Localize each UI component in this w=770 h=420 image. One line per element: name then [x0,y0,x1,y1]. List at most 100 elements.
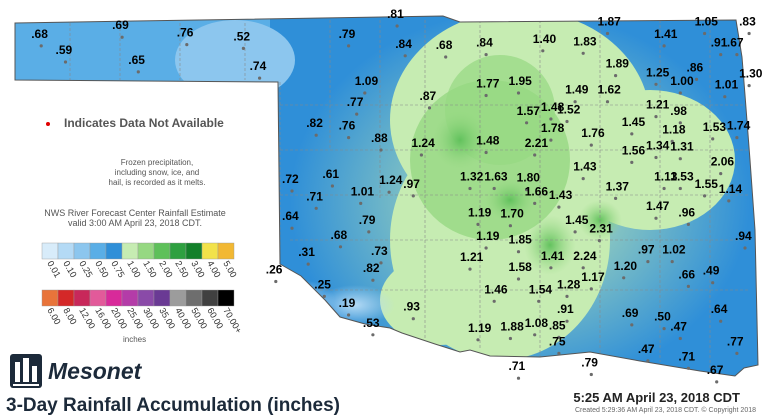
station-marker [711,137,715,141]
station-value: 1.56 [622,143,646,157]
station-value: 1.45 [622,115,646,129]
legend-swatch [153,289,171,307]
station-marker [605,100,610,104]
station-value: 1.89 [606,57,630,71]
station-marker [533,201,537,205]
station-value: .87 [420,89,437,103]
mesonet-brand: Mesonet [48,358,142,384]
mesonet-logo-icon [10,354,42,388]
station-marker [719,319,723,323]
station-value: 1.19 [468,321,492,335]
station-value: .91 [711,36,728,50]
station-value: .49 [703,264,720,278]
station-value: 1.21 [460,250,484,264]
station-value: .86 [687,60,704,74]
station-marker [703,31,707,36]
station-value: .97 [638,243,655,257]
station-value: .76 [339,119,356,133]
station-marker [630,132,634,136]
station-marker [670,139,674,143]
legend-label: 70.00+ [221,306,244,335]
station-marker [387,190,391,194]
station-value: 1.00 [670,74,694,88]
station-value: 1.83 [573,34,597,48]
station-marker [719,53,723,57]
station-marker [314,206,318,210]
station-value: .71 [678,349,695,363]
station-marker [581,177,585,181]
station-marker [468,267,472,271]
station-marker [735,53,739,57]
station-value: 1.49 [565,83,589,97]
station-value: .82 [306,116,323,130]
station-marker [573,230,577,234]
station-value: .64 [282,209,299,223]
legend-label: 8.00 [61,306,78,326]
station-marker [654,155,658,160]
station-marker [678,157,682,161]
station-value: 1.48 [476,134,500,148]
station-value: 1.09 [355,74,379,88]
station-value: 1.37 [606,179,630,193]
station-marker [654,216,658,220]
station-marker [290,189,294,193]
station-marker [678,336,682,341]
station-value: .94 [735,229,752,243]
station-value: 2.24 [573,249,597,263]
station-marker [403,54,407,58]
station-value: .65 [128,53,145,67]
station-marker [371,333,375,337]
station-marker [719,172,723,176]
station-value: 2.31 [589,222,613,236]
station-value: 1.58 [509,260,533,274]
station-marker [678,186,682,191]
station-marker [411,194,415,198]
station-marker [468,186,472,191]
station-marker [306,262,310,266]
station-marker [367,230,371,234]
station-marker [537,299,541,303]
station-marker [597,239,602,243]
station-value: 1.63 [484,170,508,184]
legend-swatch [121,242,139,260]
legend-swatch [121,289,139,307]
station-value: .79 [359,213,376,227]
station-marker [39,44,43,48]
station-marker [379,261,383,265]
station-value: 1.20 [614,259,638,273]
station-marker [630,323,634,327]
station-marker [686,284,691,288]
station-value: 1.45 [565,213,589,227]
station-marker [492,186,496,191]
station-value: .61 [322,167,339,181]
legend-label: 0.10 [61,259,78,279]
station-value: 1.31 [670,140,694,154]
station-value: 1.19 [468,205,492,219]
station-value: 1.01 [715,78,739,92]
station-value: .66 [678,267,695,281]
legend-label: 5.00 [221,259,238,279]
station-value: .71 [306,189,323,203]
map-timestamp: 5:25 AM April 23, 2018 CDT [573,390,740,405]
station-marker [614,196,618,200]
station-marker [330,184,334,188]
station-marker [241,46,245,51]
source-note: NWS River Forecast Center Rainfall Estim… [40,208,230,228]
station-value: .74 [250,59,267,73]
station-marker [686,366,691,370]
station-marker [516,277,521,281]
station-value: 1.21 [646,98,670,112]
legend-label: 4.00 [205,259,222,279]
station-value: .64 [711,302,728,316]
station-marker [549,266,553,270]
legend-label: 6.00 [45,306,62,326]
station-value: 1.34 [646,139,670,153]
station-marker [419,153,423,157]
station-value: .26 [266,263,283,277]
station-value: 1.05 [695,15,719,29]
station-value: 1.17 [581,270,605,284]
station-value: 1.52 [557,103,581,117]
station-marker [646,260,650,264]
legend-swatch [217,289,235,307]
